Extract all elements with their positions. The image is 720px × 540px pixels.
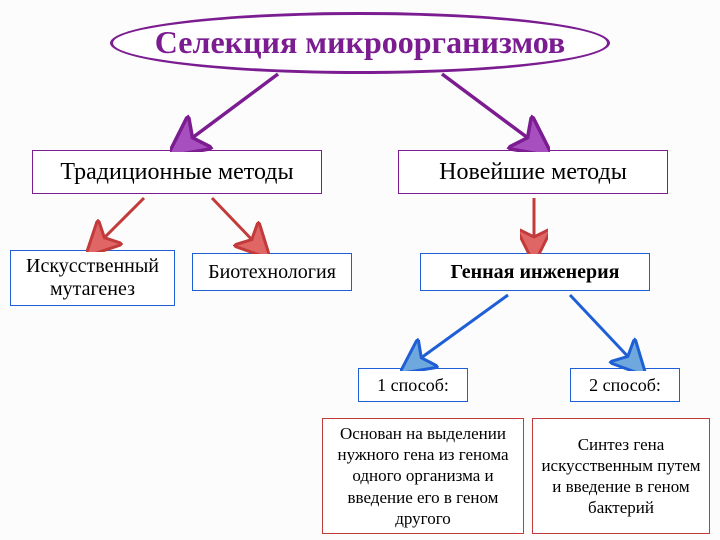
arrow-title-to-traditional <box>170 70 290 152</box>
title-ellipse: Селекция микроорганизмов <box>110 12 610 74</box>
label: Новейшие методы <box>439 159 627 186</box>
label: Основан на выделении нужного гена из ген… <box>329 423 517 529</box>
arrow-genetic-to-method1 <box>400 291 520 371</box>
node-genetic-engineering: Генная инженерия <box>420 253 650 291</box>
arrow-traditional-to-biotech <box>200 194 270 254</box>
label: 2 способ: <box>589 375 661 396</box>
node-traditional-methods: Традиционные методы <box>32 150 322 194</box>
label: Генная инженерия <box>451 261 620 284</box>
arrow-title-to-newest <box>430 70 550 152</box>
arrow-traditional-to-mutagenesis <box>86 194 156 252</box>
title-text: Селекция микроорганизмов <box>155 25 565 60</box>
label: Традиционные методы <box>60 159 293 186</box>
node-method-2: 2 способ: <box>570 368 680 402</box>
node-newest-methods: Новейшие методы <box>398 150 668 194</box>
node-method-1: 1 способ: <box>358 368 468 402</box>
label: Биотехнология <box>208 261 336 284</box>
label: Синтез гена искусственным путем и введен… <box>539 434 703 519</box>
node-method-2-desc: Синтез гена искусственным путем и введен… <box>532 418 710 534</box>
label: Искусственный мутагенез <box>23 255 162 301</box>
arrow-newest-to-genetic <box>520 194 548 254</box>
node-artificial-mutagenesis: Искусственный мутагенез <box>10 250 175 306</box>
node-method-1-desc: Основан на выделении нужного гена из ген… <box>322 418 524 534</box>
arrow-genetic-to-method2 <box>560 291 660 371</box>
node-biotechnology: Биотехнология <box>192 253 352 291</box>
label: 1 способ: <box>377 375 449 396</box>
